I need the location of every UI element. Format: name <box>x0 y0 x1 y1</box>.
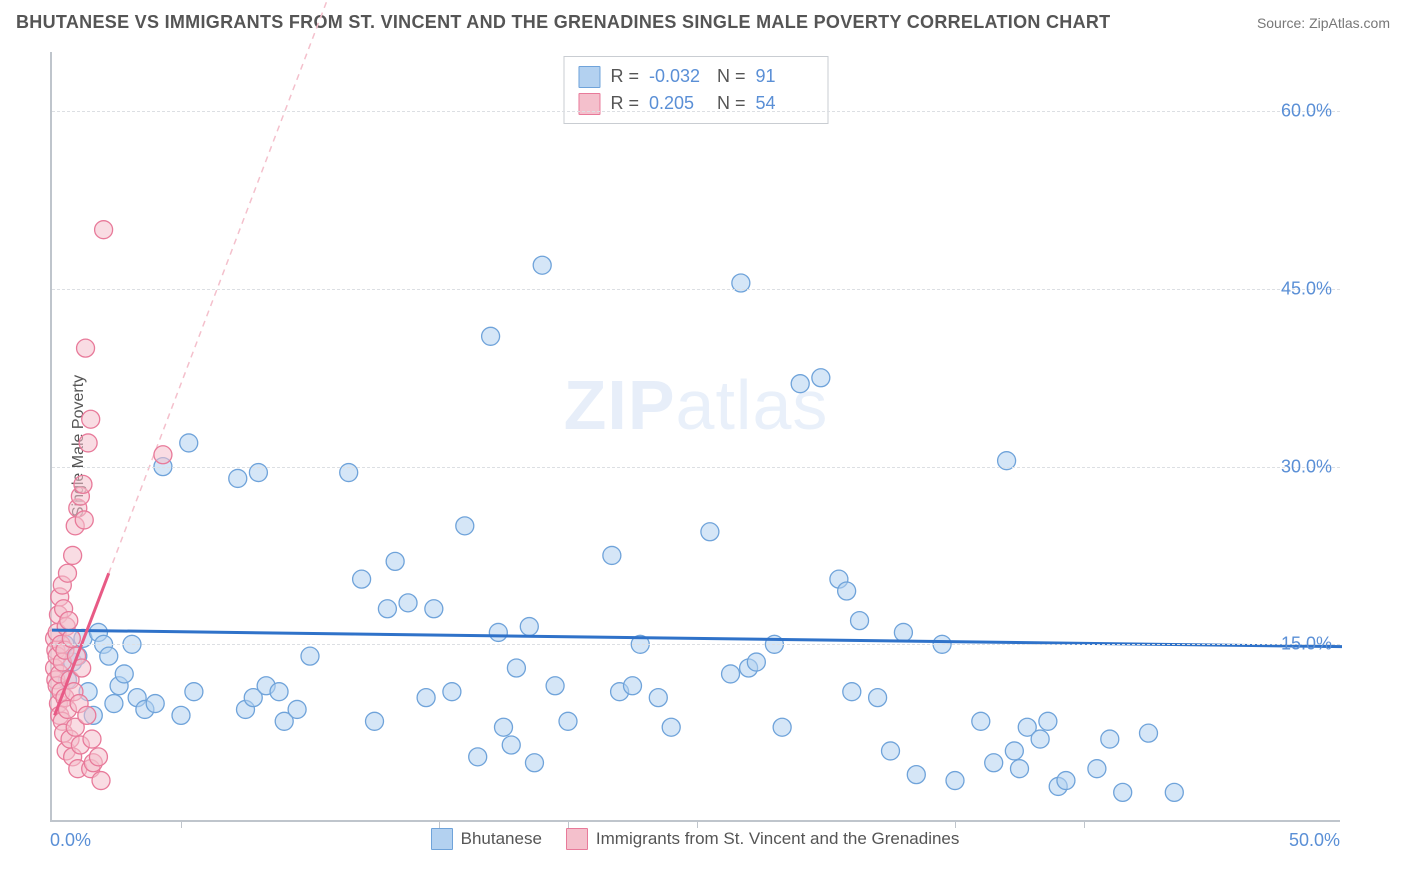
y-tick-label: 45.0% <box>1281 278 1332 299</box>
series-swatch <box>566 828 588 850</box>
header: BHUTANESE VS IMMIGRANTS FROM ST. VINCENT… <box>16 12 1390 33</box>
gridline <box>52 289 1340 290</box>
y-tick-label: 30.0% <box>1281 456 1332 477</box>
series-swatch <box>431 828 453 850</box>
series-swatch <box>578 66 600 88</box>
stats-box: R =-0.032N =91R =0.205N =54 <box>563 56 828 124</box>
gridline <box>52 111 1340 112</box>
x-tick <box>181 820 182 828</box>
bottom-legend: Bhutanese Immigrants from St. Vincent and… <box>50 828 1340 850</box>
legend-item: Bhutanese <box>431 828 542 850</box>
x-tick <box>568 820 569 828</box>
x-tick <box>439 820 440 828</box>
legend-item: Immigrants from St. Vincent and the Gren… <box>566 828 959 850</box>
source-label: Source: ZipAtlas.com <box>1257 15 1390 31</box>
x-tick <box>1084 820 1085 828</box>
stats-row: R =0.205N =54 <box>578 90 813 117</box>
legend-label: Bhutanese <box>461 829 542 849</box>
gridline <box>52 467 1340 468</box>
plot-area: ZIPatlas R =-0.032N =91R =0.205N =54 15.… <box>50 52 1340 822</box>
x-tick <box>697 820 698 828</box>
plot-svg <box>52 52 1340 820</box>
gridline <box>52 644 1340 645</box>
chart-title: BHUTANESE VS IMMIGRANTS FROM ST. VINCENT… <box>16 12 1110 33</box>
legend-label: Immigrants from St. Vincent and the Gren… <box>596 829 959 849</box>
stats-row: R =-0.032N =91 <box>578 63 813 90</box>
y-tick-label: 15.0% <box>1281 634 1332 655</box>
y-tick-label: 60.0% <box>1281 101 1332 122</box>
x-tick <box>955 820 956 828</box>
